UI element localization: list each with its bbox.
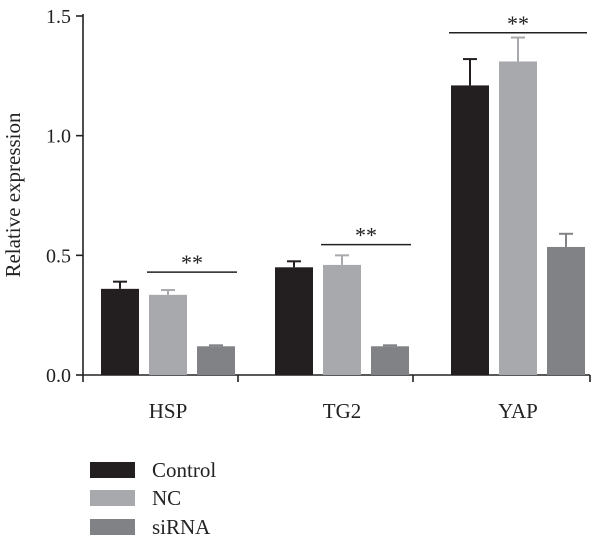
significance-markers: ** ** ** [147, 11, 587, 275]
legend-swatch-nc [90, 490, 135, 506]
bar-nc-tg2 [323, 264, 361, 375]
x-axis: HSP TG2 YAP [82, 374, 591, 423]
x-tick-label: YAP [498, 399, 538, 423]
legend-swatch-control [90, 462, 135, 478]
bar-sirna-hsp [197, 346, 235, 375]
bar-control-tg2 [275, 267, 313, 375]
error-bars [113, 36, 573, 347]
significance-label: ** [355, 223, 377, 248]
bar-sirna-yap [547, 246, 585, 375]
y-tick-label: 1.0 [46, 126, 71, 148]
bar-control-yap [451, 85, 489, 375]
y-tick-label: 0.0 [46, 365, 71, 387]
x-tick-label: TG2 [323, 399, 362, 423]
legend-label-control: Control [152, 458, 216, 482]
bar-nc-yap [499, 61, 537, 376]
y-axis: 0.0 0.5 1.0 1.5 [46, 6, 84, 387]
x-tick-label: HSP [149, 399, 188, 423]
legend-label-sirna: siRNA [152, 515, 211, 539]
y-axis-title: Relative expression [1, 112, 25, 278]
legend-swatch-sirna [90, 519, 135, 535]
bars [101, 61, 585, 376]
legend-label-nc: NC [152, 486, 181, 510]
legend: Control NC siRNA [90, 458, 216, 539]
y-tick-label: 1.5 [46, 6, 71, 28]
significance-label: ** [507, 11, 529, 36]
bar-sirna-tg2 [371, 346, 409, 375]
significance-label: ** [181, 250, 203, 275]
y-tick-label: 0.5 [46, 245, 71, 267]
bar-nc-hsp [149, 294, 187, 375]
bar-control-hsp [101, 288, 139, 375]
